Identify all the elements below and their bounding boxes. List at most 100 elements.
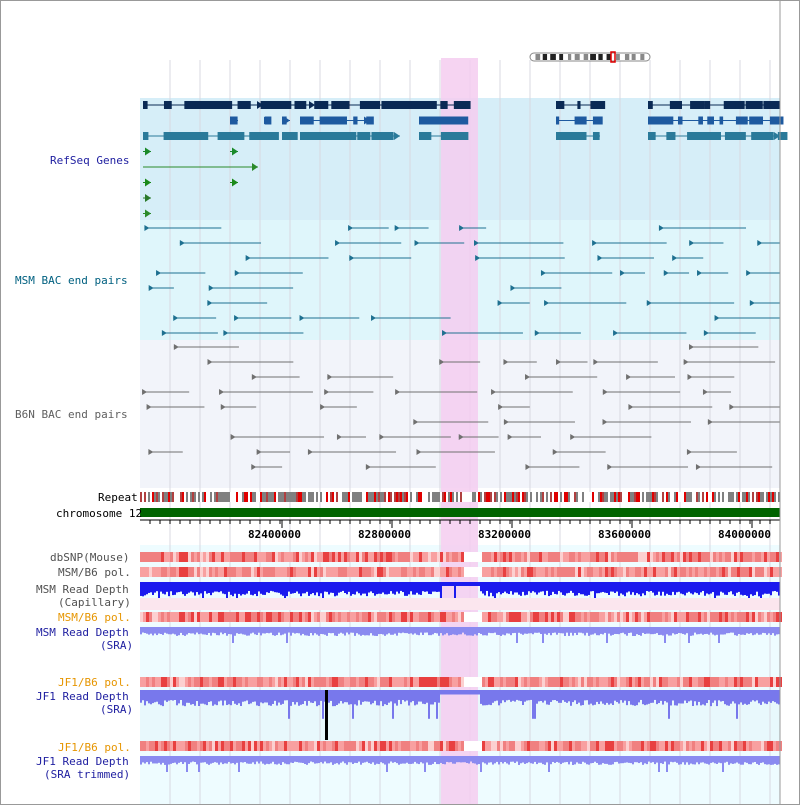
msm-depth-sra-bar bbox=[192, 627, 194, 634]
jf1-depth-sra-bar bbox=[246, 690, 248, 701]
jf1-b6-pol-heat-cell bbox=[626, 677, 629, 687]
msm-depth-capillary-bar bbox=[620, 582, 622, 594]
jf1-b6-pol-heat-cell bbox=[779, 677, 782, 687]
jf1-b6-pol-heat-cell bbox=[665, 677, 668, 687]
msm-depth-capillary-bar bbox=[272, 582, 274, 592]
msm-b6-pol-heat-cell bbox=[143, 567, 146, 577]
msm-depth-capillary-bar bbox=[636, 582, 638, 594]
refseq-exon bbox=[579, 132, 584, 140]
jf1-b6-pol-2-heat-cell bbox=[743, 741, 746, 751]
jf1-b6-pol-heat-cell bbox=[302, 677, 305, 687]
msm-depth-capillary-bar bbox=[238, 582, 240, 594]
refseq-exon bbox=[353, 116, 358, 125]
msm-b6-pol-heat-cell bbox=[374, 567, 377, 577]
refseq-exon bbox=[184, 101, 197, 109]
track-label-msm-bac[interactable]: MSM BAC end pairs bbox=[15, 274, 128, 287]
refseq-exon bbox=[648, 101, 653, 109]
msm-b6-pol-heat-cell bbox=[470, 567, 473, 577]
jf1-depth-trim-bar bbox=[182, 756, 184, 764]
msm-b6-pol-2-heat-cell bbox=[146, 612, 149, 622]
jf1-depth-trim-bar bbox=[482, 756, 484, 763]
jf1-b6-pol-2-heat-cell bbox=[392, 741, 395, 751]
jf1-depth-sra-bar bbox=[154, 690, 156, 703]
jf1-b6-pol-2-heat-cell bbox=[707, 741, 710, 751]
msm-b6-pol-2-heat-cell bbox=[344, 612, 347, 622]
refseq-strand-arrow bbox=[232, 116, 238, 125]
msm-depth-sra-bar bbox=[704, 627, 706, 635]
msm-b6-pol-2-heat-cell bbox=[641, 612, 644, 622]
jf1-b6-pol-heat-cell bbox=[497, 677, 500, 687]
jf1-depth-sra-bar bbox=[374, 690, 376, 701]
jf1-b6-pol-heat-cell bbox=[776, 677, 779, 687]
refseq-exon bbox=[453, 101, 471, 109]
msm-depth-sra-bar bbox=[744, 627, 746, 635]
jf1-b6-pol-2-heat-cell bbox=[380, 741, 383, 751]
dbsnp-heat-cell bbox=[593, 552, 596, 562]
jf1-depth-trim-bar bbox=[562, 756, 564, 763]
track-label-chromosome[interactable]: chromosome 12 bbox=[56, 507, 143, 520]
msm-depth-sra-bar bbox=[362, 627, 364, 635]
repeat-segment bbox=[764, 492, 766, 502]
repeat-segment bbox=[570, 492, 572, 502]
jf1-b6-pol-heat-cell bbox=[719, 677, 722, 687]
msm-b6-pol-2-heat-cell bbox=[542, 612, 545, 622]
jf1-b6-pol-heat-cell bbox=[590, 677, 593, 687]
jf1-b6-pol-heat-cell bbox=[563, 677, 566, 687]
repeat-segment bbox=[390, 492, 392, 502]
jf1-b6-pol-2-heat-cell bbox=[677, 741, 680, 751]
msm-depth-sra-bar bbox=[754, 627, 756, 635]
msm-depth-capillary-bar bbox=[708, 582, 710, 595]
jf1-depth-trim-bar bbox=[452, 756, 454, 764]
msm-depth-capillary-bar bbox=[584, 582, 586, 596]
track-label-jf1-depth-sra[interactable]: JF1 Read Depth bbox=[36, 690, 129, 703]
jf1-depth-sra-bar bbox=[408, 690, 410, 706]
track-label-dbsnp[interactable]: dbSNP(Mouse) bbox=[50, 551, 130, 564]
refseq-exon bbox=[440, 132, 458, 140]
jf1-b6-pol-2-heat-cell bbox=[194, 741, 197, 751]
track-label-b6n-bac[interactable]: B6N BAC end pairs bbox=[15, 408, 128, 421]
msm-b6-pol-2-heat-cell bbox=[317, 612, 320, 622]
jf1-depth-sra-bar bbox=[216, 690, 218, 706]
jf1-b6-pol-2-heat-cell bbox=[443, 741, 446, 751]
repeat-segment bbox=[228, 492, 230, 502]
track-label-refseq[interactable]: RefSeq Genes bbox=[50, 154, 130, 167]
msm-depth-sra-bar bbox=[756, 627, 758, 634]
msm-b6-pol-2-heat-cell bbox=[497, 612, 500, 622]
repeat-segment bbox=[402, 492, 404, 502]
repeat-segment bbox=[674, 492, 676, 502]
msm-depth-capillary-bar bbox=[716, 582, 718, 596]
track-label-msm-b6-pol[interactable]: MSM/B6 pol. bbox=[58, 566, 131, 579]
track-label-jf1-b6-pol-2[interactable]: JF1/B6 pol. bbox=[58, 741, 131, 754]
repeat-segment bbox=[460, 492, 462, 502]
msm-depth-sra-bar bbox=[170, 627, 172, 635]
msm-depth-capillary-bar bbox=[318, 582, 320, 597]
jf1-depth-sra-bar bbox=[194, 690, 196, 706]
msm-b6-pol-heat-cell bbox=[524, 567, 527, 577]
msm-depth-capillary-bar bbox=[178, 582, 180, 593]
jf1-b6-pol-heat-cell bbox=[389, 677, 392, 687]
msm-bac-pair-end bbox=[349, 255, 355, 261]
dbsnp-heat-cell bbox=[509, 552, 512, 562]
jf1-depth-trim-bar bbox=[746, 756, 748, 763]
repeat-segment bbox=[594, 492, 596, 502]
msm-depth-capillary-bar bbox=[350, 582, 352, 596]
track-label-msm-depth-sra[interactable]: MSM Read Depth bbox=[36, 626, 129, 639]
track-label-msm-depth-capillary[interactable]: MSM Read Depth bbox=[36, 583, 129, 596]
msm-depth-capillary-bar bbox=[652, 582, 654, 593]
msm-depth-capillary-bar bbox=[242, 582, 244, 595]
dbsnp-heat-cell bbox=[326, 552, 329, 562]
dbsnp-heat-cell bbox=[419, 552, 422, 562]
dbsnp-heat-cell bbox=[605, 552, 608, 562]
jf1-depth-sra-bar bbox=[242, 690, 244, 702]
track-label-jf1-b6-pol[interactable]: JF1/B6 pol. bbox=[58, 676, 131, 689]
repeat-segment bbox=[658, 492, 660, 502]
track-label-jf1-depth-trim[interactable]: JF1 Read Depth bbox=[36, 755, 129, 768]
jf1-depth-sra-bar bbox=[250, 690, 252, 704]
jf1-b6-pol-2-heat-cell bbox=[245, 741, 248, 751]
msm-depth-sra-bar bbox=[140, 627, 142, 635]
track-label-msm-b6-pol-2[interactable]: MSM/B6 pol. bbox=[58, 611, 131, 624]
repeat-segment bbox=[268, 492, 270, 502]
jf1-depth-trim-bar bbox=[542, 756, 544, 765]
track-label-repeat[interactable]: Repeat bbox=[98, 491, 138, 504]
jf1-depth-trim-bar bbox=[644, 756, 646, 764]
